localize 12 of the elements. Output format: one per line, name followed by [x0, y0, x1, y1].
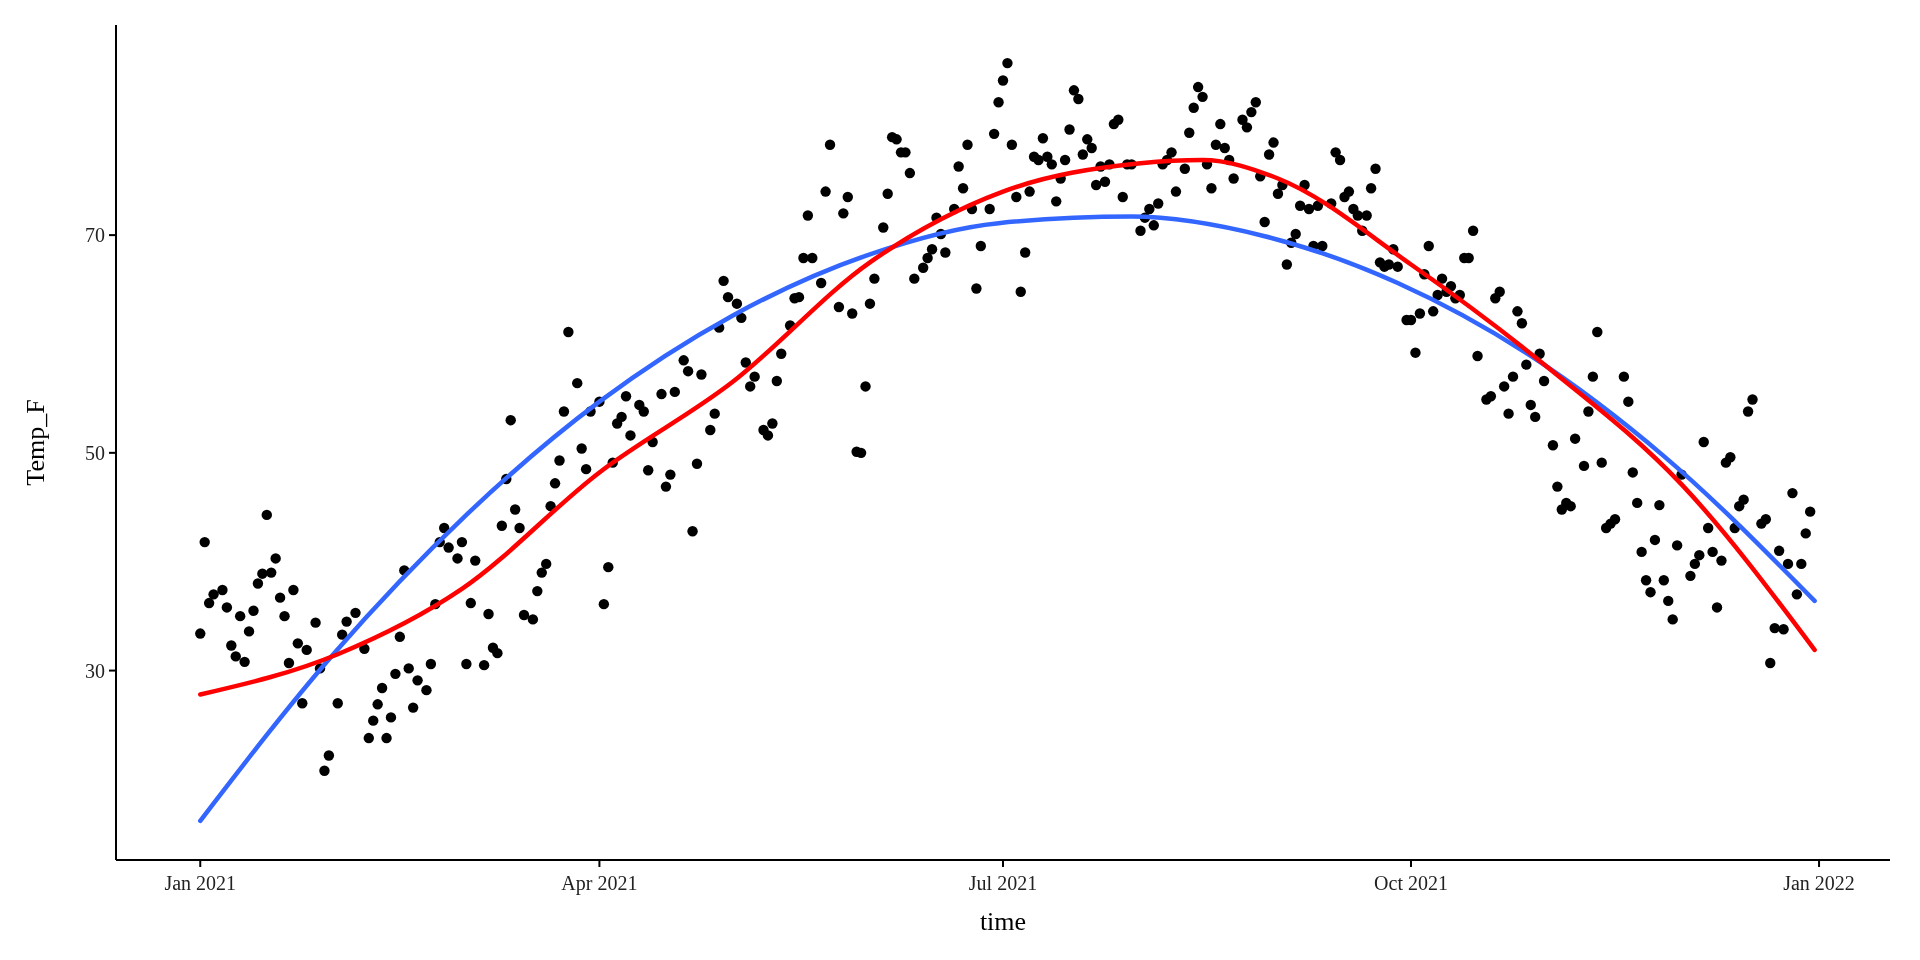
x-tick-label: Jul 2021 [968, 872, 1038, 894]
line-series [198, 214, 1817, 824]
y-axis-title: Temp_F [21, 399, 50, 486]
y-tick-label: 50 [85, 441, 105, 464]
x-tick-label: Apr 2021 [561, 872, 638, 895]
x-tick-label: Jan 2021 [164, 872, 237, 894]
y-tick-label: 30 [85, 659, 105, 682]
x-tick-label: Oct 2021 [1374, 872, 1448, 894]
x-tick-label: Jan 2022 [1783, 872, 1855, 894]
y-tick-label: 70 [85, 224, 105, 247]
x-axis-title: time [979, 907, 1027, 936]
line-series [198, 157, 1817, 697]
